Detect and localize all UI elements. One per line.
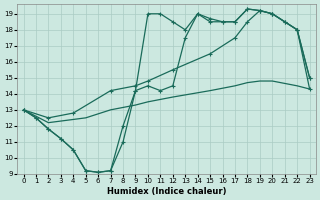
X-axis label: Humidex (Indice chaleur): Humidex (Indice chaleur) — [107, 187, 226, 196]
